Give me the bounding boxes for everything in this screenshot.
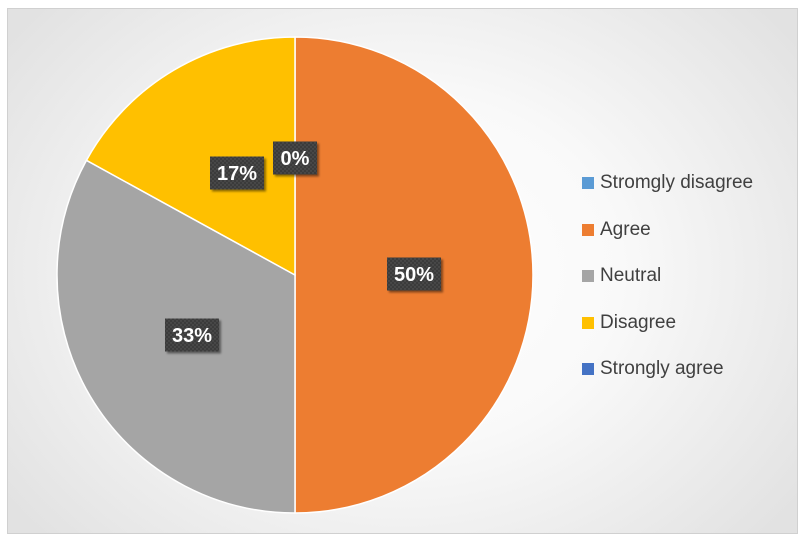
data-label-stromgly-disagree: 0% (273, 141, 317, 175)
legend-label: Disagree (600, 311, 677, 333)
data-label-box (273, 141, 317, 175)
legend-item: Neutral (582, 263, 753, 289)
legend-swatch (582, 177, 594, 189)
legend-label: Strongly agree (600, 358, 724, 379)
legend-swatch (582, 316, 594, 329)
legend-swatch (582, 270, 594, 282)
legend: Stromgly disagree Agree Neutral Disagree… (582, 170, 753, 403)
legend-swatch (582, 223, 594, 236)
legend-item: Strongly agree (582, 356, 753, 382)
data-label-box (387, 257, 441, 291)
legend-label: Neutral (600, 265, 662, 286)
data-label-neutral: 33% (165, 318, 219, 352)
data-label-disagree: 17% (210, 156, 264, 190)
data-label-box (165, 318, 219, 352)
legend-label: Agree (600, 218, 651, 240)
legend-swatch (582, 363, 594, 375)
pie-slice-disagree (85, 36, 296, 277)
legend-item: Disagree (582, 310, 753, 336)
legend-item: Stromgly disagree (582, 170, 753, 196)
data-label-agree: 50% (387, 257, 441, 291)
legend-label: Stromgly disagree (600, 172, 754, 193)
data-label-box (210, 156, 264, 190)
legend-item: Agree (582, 217, 753, 243)
data-label-text: 33% (172, 325, 212, 347)
data-label-text: 17% (217, 163, 257, 185)
data-label-text: 50% (394, 264, 434, 286)
data-label-text: 0% (281, 148, 310, 170)
